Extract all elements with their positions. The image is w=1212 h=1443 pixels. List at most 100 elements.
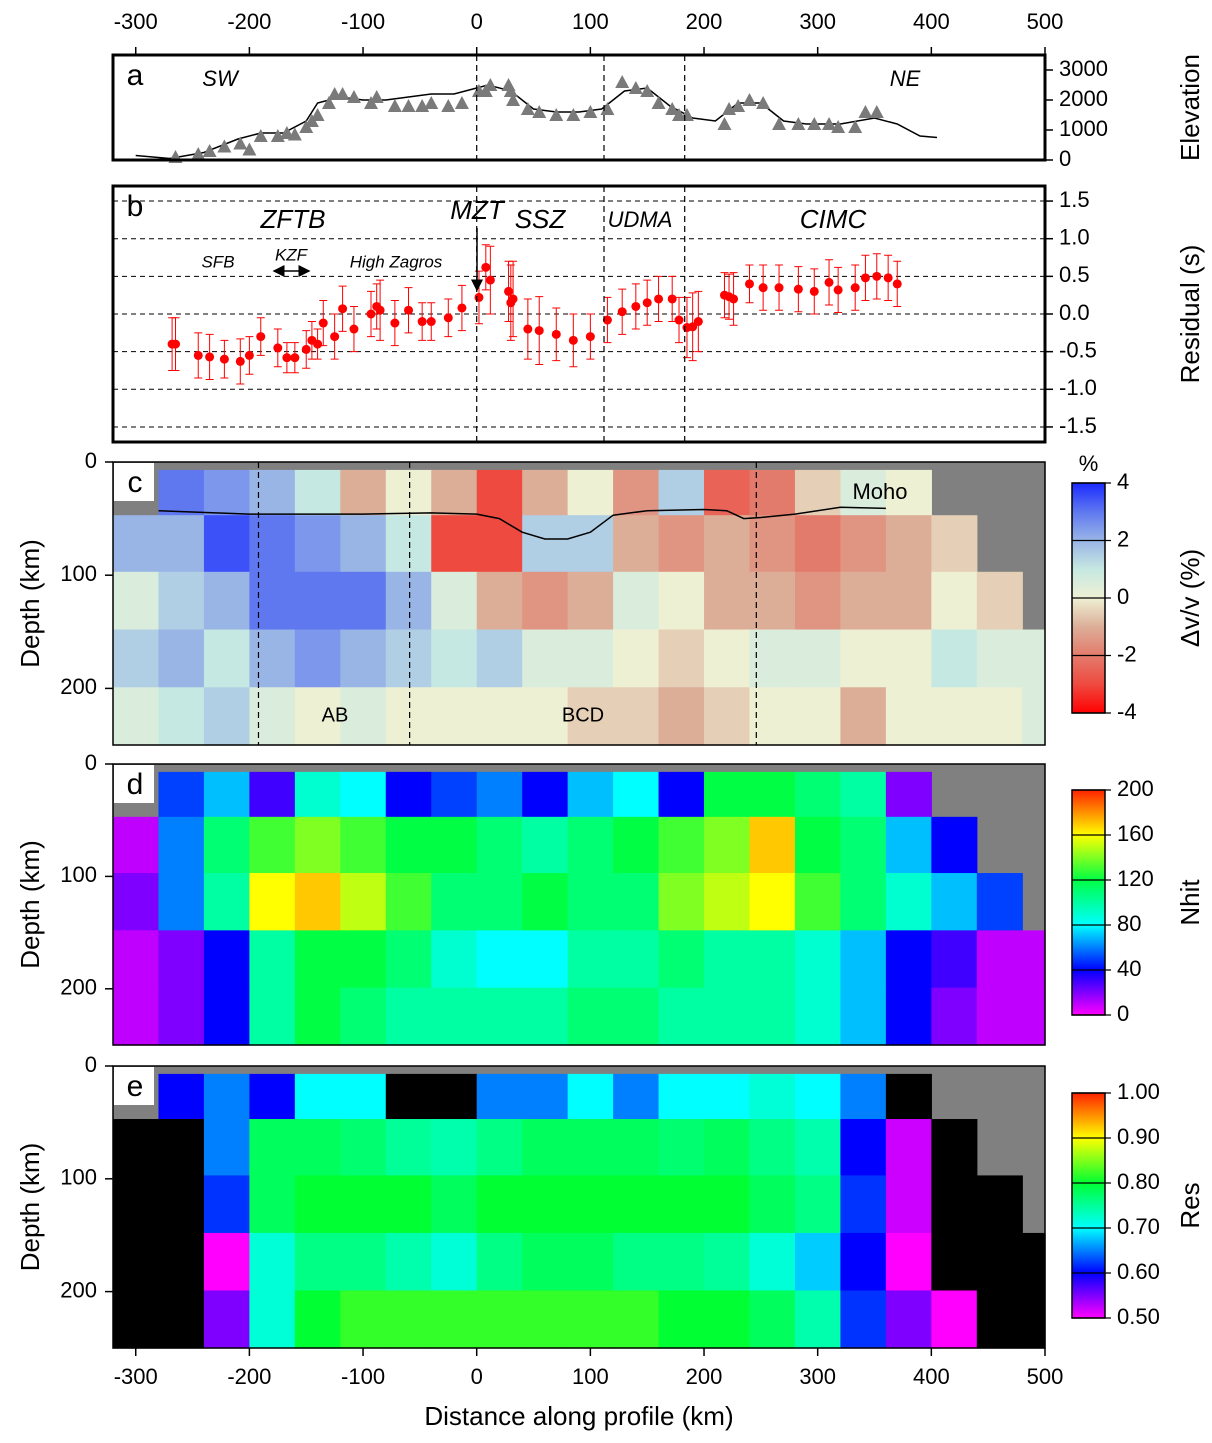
station-marker bbox=[279, 126, 294, 139]
residual-point bbox=[774, 283, 784, 293]
grid-cell bbox=[431, 1290, 478, 1349]
grid-cell bbox=[704, 469, 751, 516]
grid-cell bbox=[885, 930, 932, 989]
colorbar-label: Nhit bbox=[1175, 879, 1205, 926]
grid-cell bbox=[658, 1073, 705, 1120]
annotation: UDMA bbox=[608, 207, 673, 232]
grid-cell bbox=[613, 515, 660, 573]
colorbar-tick-label: 120 bbox=[1117, 866, 1154, 891]
y-tick-label: 100 bbox=[60, 1165, 97, 1190]
grid-cell bbox=[840, 930, 887, 989]
residual-point bbox=[568, 335, 578, 345]
y-axis-title: Depth (km) bbox=[15, 539, 45, 668]
grid-cell bbox=[567, 1290, 614, 1349]
residual-point bbox=[443, 313, 453, 323]
residual-point bbox=[504, 286, 514, 296]
grid-cell bbox=[249, 469, 296, 516]
grid-cell bbox=[613, 930, 660, 989]
grid-cell bbox=[385, 1119, 432, 1177]
grid-cell bbox=[294, 629, 341, 688]
grid-cell bbox=[203, 687, 250, 746]
grid-cell bbox=[885, 515, 932, 573]
station-marker bbox=[346, 90, 361, 103]
grid-cell bbox=[294, 816, 341, 874]
grid-cell bbox=[249, 687, 296, 746]
grid-cell bbox=[794, 771, 842, 818]
residual-point bbox=[642, 298, 652, 308]
panel-label: b bbox=[127, 190, 144, 223]
grid-cell bbox=[840, 987, 887, 1046]
residual-point bbox=[860, 273, 870, 283]
grid-cell bbox=[885, 1175, 932, 1234]
station-marker bbox=[742, 93, 757, 106]
grid-cell bbox=[476, 1119, 523, 1177]
colorbar-tick-label: 2 bbox=[1117, 526, 1129, 551]
station-marker bbox=[731, 99, 746, 112]
x-tick-label: 100 bbox=[572, 1364, 609, 1389]
grid-cell bbox=[840, 571, 887, 631]
residual-point bbox=[390, 318, 400, 328]
grid-cell bbox=[158, 1232, 205, 1292]
y-tick-label: 0.5 bbox=[1059, 262, 1090, 287]
grid-cell bbox=[749, 987, 796, 1046]
grid-cell bbox=[158, 816, 205, 874]
grid-cell bbox=[203, 469, 250, 516]
station-marker bbox=[717, 117, 732, 130]
residual-point bbox=[758, 283, 768, 293]
grid-cell bbox=[340, 629, 387, 688]
grid-cell bbox=[794, 873, 842, 931]
grid-cell bbox=[476, 930, 523, 989]
grid-cell bbox=[385, 687, 432, 746]
grid-cell bbox=[113, 930, 160, 989]
grid-cell bbox=[340, 930, 387, 989]
grid-cell bbox=[931, 816, 978, 874]
grid-cell bbox=[794, 987, 842, 1046]
station-marker bbox=[335, 87, 350, 100]
station-marker bbox=[549, 108, 564, 121]
x-tick-label: -300 bbox=[114, 9, 158, 34]
grid-cell bbox=[522, 771, 569, 818]
grid-cell bbox=[794, 1175, 842, 1234]
grid-cell bbox=[203, 1175, 250, 1234]
residual-point bbox=[534, 326, 544, 336]
station-marker bbox=[756, 96, 771, 109]
grid-cell bbox=[931, 930, 978, 989]
grid-cell bbox=[976, 1290, 1023, 1349]
colorbar-tick-label: 40 bbox=[1117, 956, 1141, 981]
grid-cell bbox=[431, 771, 478, 818]
grid-cell bbox=[840, 515, 887, 573]
grid-cell bbox=[567, 873, 614, 931]
grid-cell bbox=[749, 571, 796, 631]
x-axis-title: Distance along profile (km) bbox=[424, 1401, 733, 1431]
grid-cell bbox=[567, 987, 614, 1046]
grid-cell bbox=[1022, 629, 1046, 688]
y-tick-label: 2000 bbox=[1059, 86, 1108, 111]
x-tick-label: 0 bbox=[471, 1364, 483, 1389]
station-marker bbox=[679, 108, 694, 121]
grid-cell bbox=[203, 629, 250, 688]
annotation: High Zagros bbox=[350, 252, 443, 271]
grid-cell bbox=[976, 873, 1023, 931]
y-tick-label: 200 bbox=[60, 1277, 97, 1302]
grid-cell bbox=[522, 571, 569, 631]
grid-cell bbox=[249, 873, 296, 931]
grid-cell bbox=[840, 771, 887, 818]
grid-cell bbox=[431, 873, 478, 931]
grid-cell bbox=[158, 629, 205, 688]
colorbar-tick-label: 80 bbox=[1117, 911, 1141, 936]
grid-cell bbox=[704, 873, 751, 931]
panel-label: c bbox=[128, 466, 143, 499]
grid-cell bbox=[340, 469, 387, 516]
panel-label: a bbox=[127, 59, 144, 92]
grid-cell bbox=[567, 687, 614, 746]
grid-cell bbox=[158, 1175, 205, 1234]
grid-cell bbox=[658, 469, 705, 516]
grid-cell bbox=[658, 1175, 705, 1234]
station-marker bbox=[287, 127, 302, 141]
residual-point bbox=[883, 273, 893, 283]
x-tick-label: 400 bbox=[913, 1364, 950, 1389]
grid-cell bbox=[431, 987, 478, 1046]
grid-cell bbox=[522, 1232, 569, 1292]
grid-cell bbox=[749, 930, 796, 989]
